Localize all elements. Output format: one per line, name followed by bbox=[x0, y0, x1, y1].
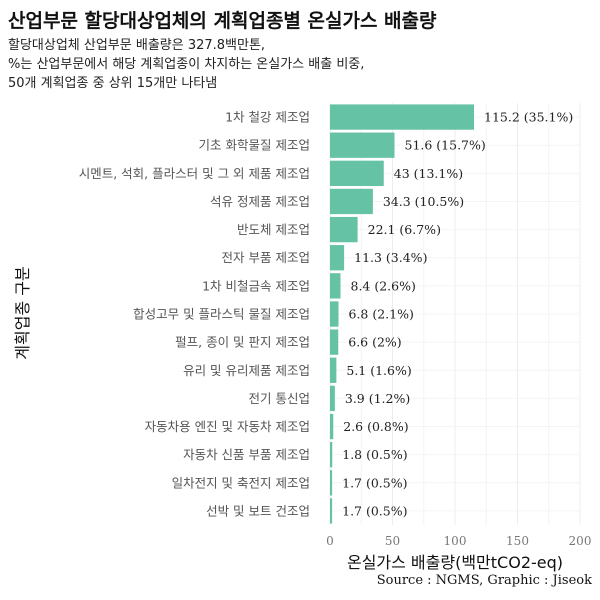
x-tick-labels: 0 50 100 150 200 bbox=[326, 534, 591, 548]
bar bbox=[330, 188, 373, 215]
bars bbox=[330, 104, 474, 524]
category-label: 반도체 제조업 bbox=[237, 222, 310, 237]
category-label: 합성고무 및 플라스틱 물질 제조업 bbox=[133, 307, 310, 322]
bar bbox=[330, 301, 339, 327]
value-label: 1.8 (0.5%) bbox=[342, 447, 407, 462]
bar bbox=[330, 245, 345, 271]
bar bbox=[330, 216, 358, 243]
subtitle-line-2: %는 산업부문에서 해당 계획업종이 차지하는 온실가스 배출 비중, bbox=[8, 57, 365, 72]
source-caption: Source : NGMS, Graphic : Jiseok bbox=[376, 573, 592, 588]
bar bbox=[330, 329, 339, 355]
value-label: 43 (13.1%) bbox=[394, 166, 463, 181]
x-tick-label: 100 bbox=[444, 534, 467, 548]
bar bbox=[330, 470, 333, 496]
category-label: 전자 부품 제조업 bbox=[222, 250, 310, 265]
x-axis-title: 온실가스 배출량(백만tCO2-eq) bbox=[347, 553, 563, 572]
bar bbox=[330, 498, 333, 524]
value-label: 3.9 (1.2%) bbox=[345, 391, 410, 406]
x-tick-label: 200 bbox=[569, 534, 592, 548]
category-label: 기초 화학물질 제조업 bbox=[199, 138, 310, 153]
bar bbox=[330, 357, 337, 383]
category-label: 유리 및 유리제품 제조업 bbox=[183, 363, 310, 378]
x-tick-label: 50 bbox=[385, 534, 400, 548]
value-label: 1.7 (0.5%) bbox=[342, 475, 407, 490]
value-label: 51.6 (15.7%) bbox=[405, 138, 486, 153]
category-label: 자동차용 엔진 및 자동차 제조업 bbox=[145, 419, 310, 434]
value-label: 22.1 (6.7%) bbox=[368, 222, 441, 237]
y-axis-title: 계획업종 구분 bbox=[13, 266, 32, 359]
value-label: 11.3 (3.4%) bbox=[354, 250, 427, 265]
category-label: 자동차 신품 부품 제조업 bbox=[183, 447, 310, 462]
bar bbox=[330, 442, 333, 468]
chart-title: 산업부문 할당대상업체의 계획업종별 온실가스 배출량 bbox=[8, 10, 437, 32]
grid-lines bbox=[329, 103, 581, 525]
value-label: 6.8 (2.1%) bbox=[349, 307, 414, 322]
category-label: 펄프, 종이 및 판지 제조업 bbox=[175, 335, 310, 350]
x-tick-label: 0 bbox=[326, 534, 334, 548]
category-label: 석유 정제품 제조업 bbox=[210, 194, 310, 209]
bar bbox=[330, 132, 395, 158]
value-label: 8.4 (2.6%) bbox=[351, 278, 416, 293]
category-label: 1차 철강 제조업 bbox=[225, 110, 310, 125]
category-label: 전기 통신업 bbox=[249, 391, 310, 406]
value-label: 2.6 (0.8%) bbox=[343, 419, 408, 434]
bar bbox=[330, 160, 384, 186]
value-label: 5.1 (1.6%) bbox=[346, 363, 411, 378]
category-label: 일차전지 및 축전지 제조업 bbox=[172, 475, 310, 490]
subtitle-line-1: 할당대상업체 산업부문 배출량은 327.8백만톤, bbox=[8, 38, 266, 53]
value-label: 1.7 (0.5%) bbox=[342, 503, 407, 518]
value-label: 115.2 (35.1%) bbox=[484, 110, 573, 125]
x-tick-label: 150 bbox=[506, 534, 529, 548]
bar bbox=[330, 273, 341, 299]
value-label: 34.3 (10.5%) bbox=[383, 194, 464, 209]
value-label: 6.6 (2%) bbox=[348, 335, 401, 350]
subtitle-line-3: 50개 계획업종 중 상위 15개만 나타냄 bbox=[8, 76, 218, 91]
chart-subtitle: 할당대상업체 산업부문 배출량은 327.8백만톤, %는 산업부문에서 해당 … bbox=[8, 36, 364, 93]
bar bbox=[330, 385, 335, 412]
bar bbox=[330, 104, 474, 130]
category-label: 시멘트, 석회, 플라스터 및 그 외 제품 제조업 bbox=[79, 166, 310, 181]
bar bbox=[330, 413, 334, 440]
category-label: 선박 및 보트 건조업 bbox=[206, 503, 310, 518]
category-label: 1차 비철금속 제조업 bbox=[202, 278, 310, 293]
value-labels: 115.2 (35.1%) 51.6 (15.7%) 43 (13.1%) 34.3 … bbox=[342, 110, 573, 519]
